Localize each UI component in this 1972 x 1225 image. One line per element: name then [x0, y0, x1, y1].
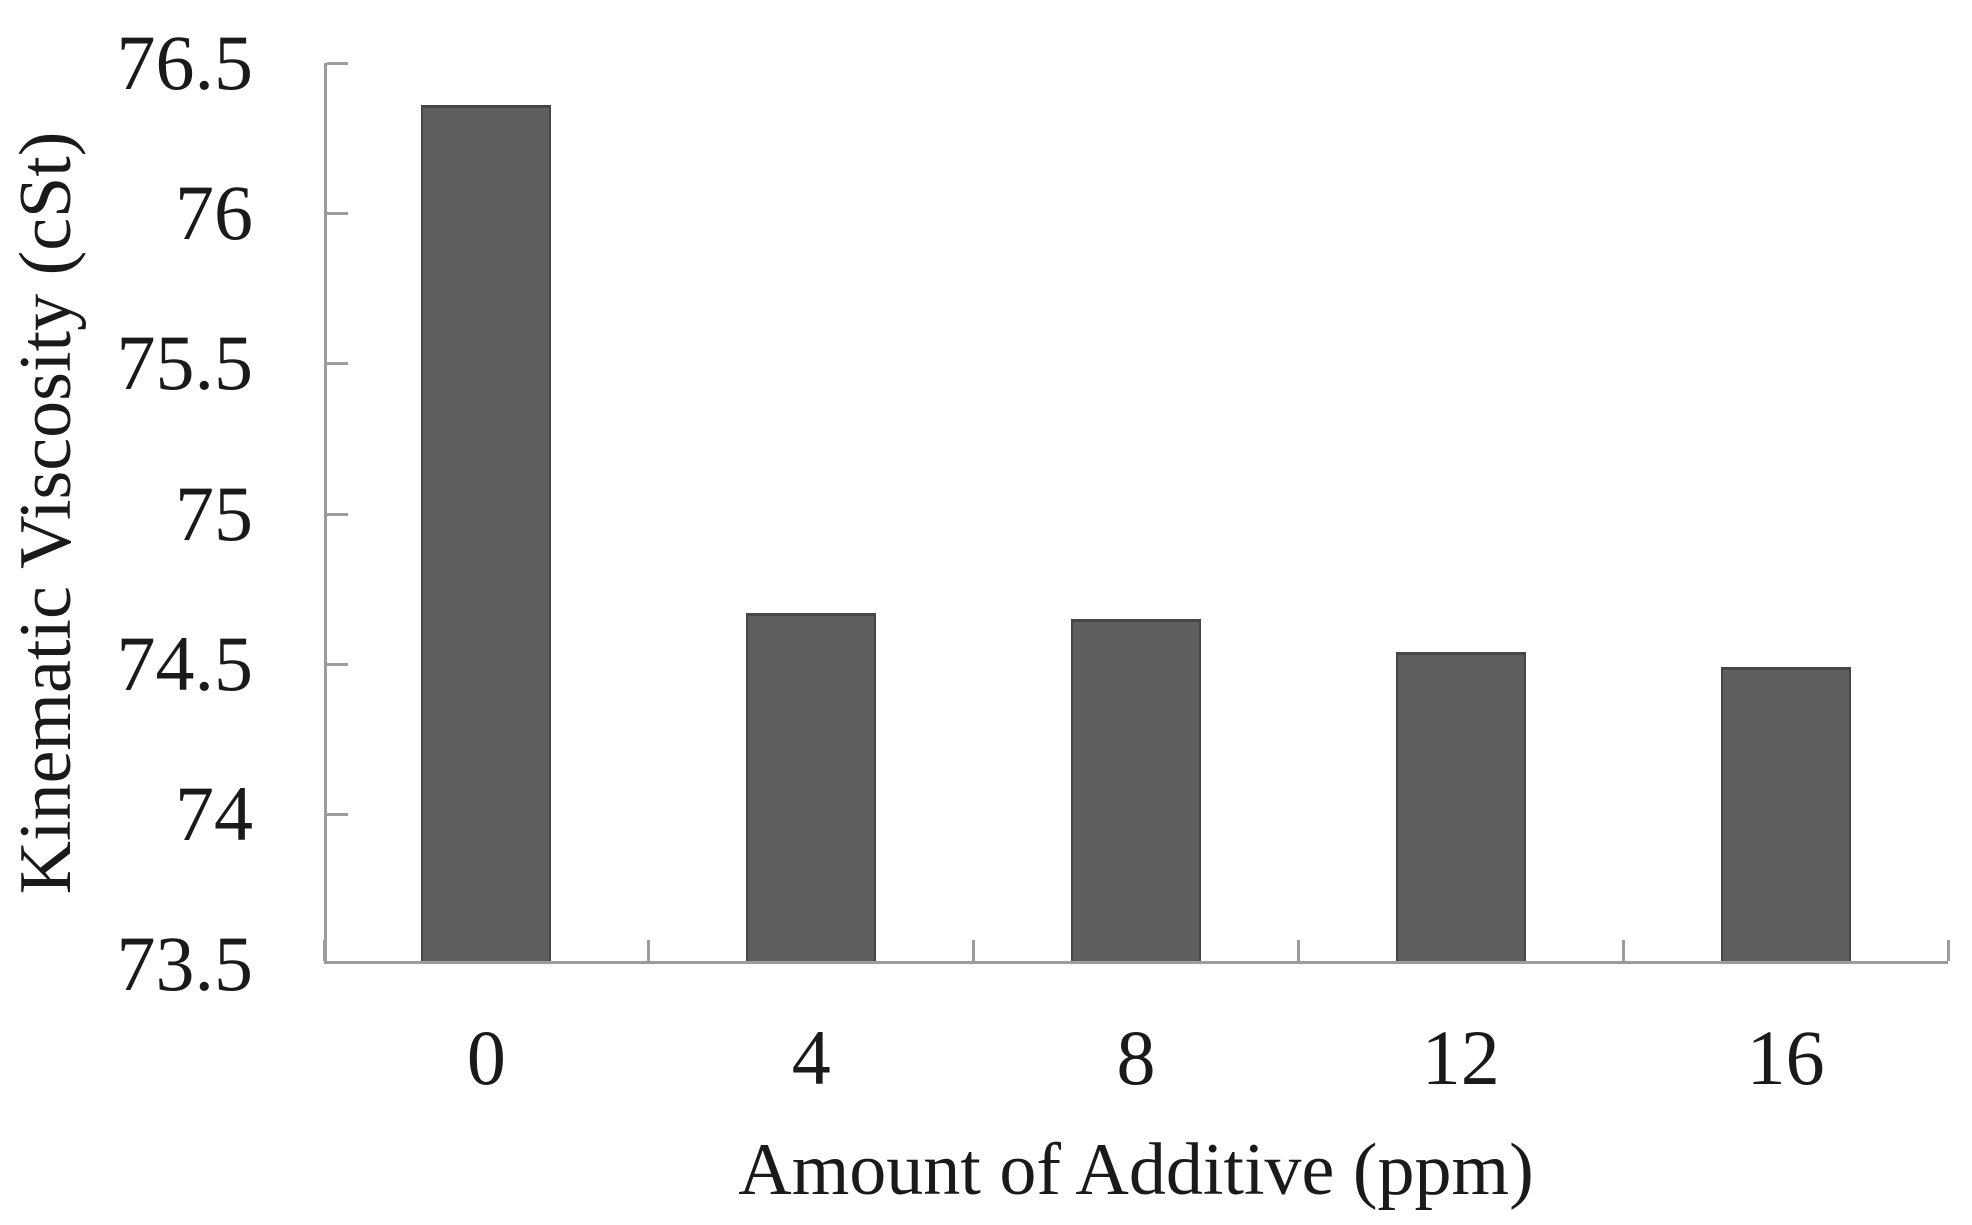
y-axis-tick-mark [327, 212, 348, 216]
x-tick-label: 8 [1116, 1014, 1156, 1101]
y-axis-tick-mark [327, 512, 348, 516]
bar-8ppm [1071, 618, 1201, 961]
x-axis-title: Amount of Additive (ppm) [738, 1129, 1534, 1211]
bar-0ppm [421, 105, 552, 961]
x-axis-tick-mark [972, 940, 976, 961]
x-axis-tick-mark [1621, 940, 1625, 961]
x-axis-tick-mark [647, 940, 651, 961]
plot-area [322, 62, 1950, 964]
bar-12ppm [1395, 651, 1526, 961]
y-axis-tick-labels: 73.5 74 74.5 75 75.5 76 76.5 [0, 24, 254, 1003]
x-tick-label: 0 [466, 1014, 506, 1101]
x-tick-label: 16 [1746, 1014, 1825, 1101]
y-tick-label: 74 [175, 769, 253, 857]
x-axis-tick-labels: 0 4 8 12 16 [324, 1011, 1948, 1107]
bar-16ppm [1720, 666, 1851, 961]
y-tick-label: 75.5 [116, 319, 254, 407]
y-axis-tick-mark [327, 62, 348, 65]
y-axis-tick-mark [327, 812, 348, 816]
y-axis-line [324, 63, 327, 964]
x-axis-line [324, 961, 1948, 964]
x-axis-tick-mark [322, 940, 326, 961]
x-axis-tick-mark [1946, 940, 1950, 961]
x-tick-label: 12 [1421, 1014, 1500, 1101]
y-axis-tick-mark [327, 662, 348, 666]
y-tick-label: 76.5 [116, 19, 254, 106]
y-axis-tick-mark [327, 362, 348, 366]
y-tick-label: 74.5 [116, 619, 254, 707]
y-tick-label: 75 [175, 469, 253, 557]
bar-4ppm [746, 612, 877, 961]
x-tick-label: 4 [791, 1014, 831, 1101]
y-tick-label: 76 [175, 169, 253, 257]
y-tick-label: 73.5 [116, 920, 254, 1007]
x-axis-tick-mark [1296, 940, 1300, 961]
